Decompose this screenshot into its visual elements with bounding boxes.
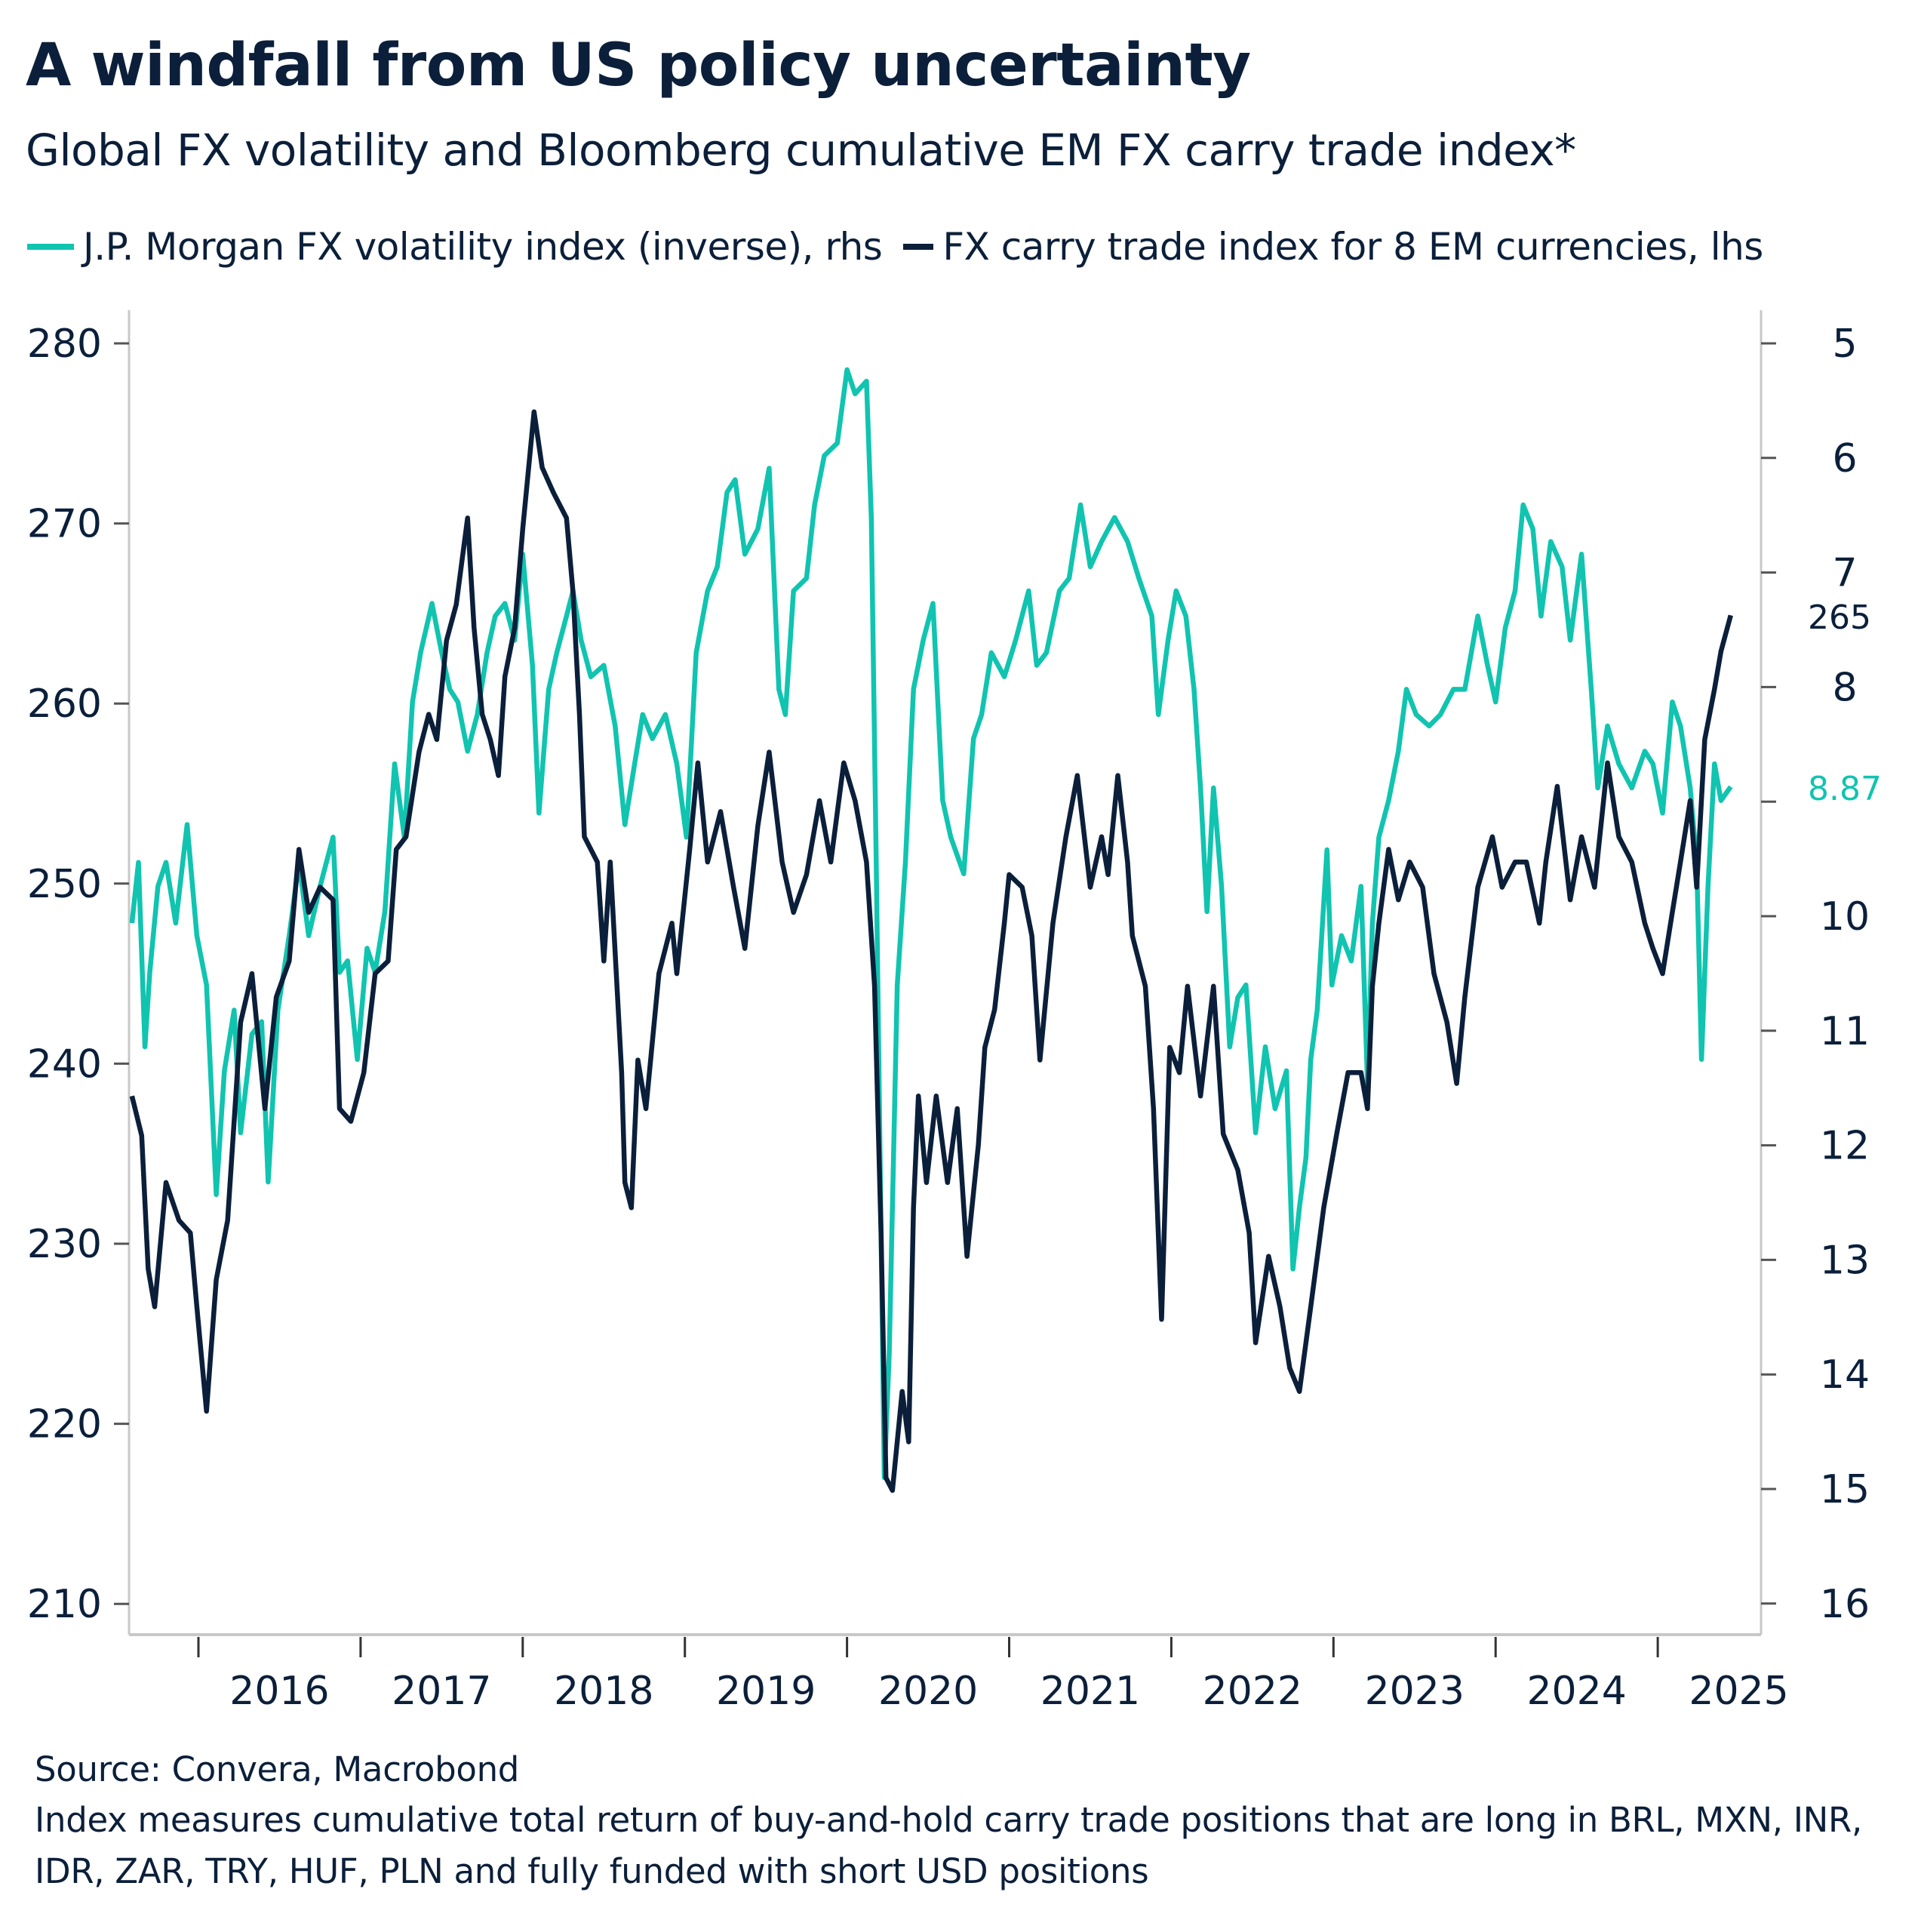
right-tick-label: 16 [1820,1582,1870,1627]
right-tick-label: 10 [1820,894,1870,940]
right-tick-label: 13 [1820,1238,1870,1283]
right-tick-label: 7 [1832,551,1857,596]
legend-label: J.P. Morgan FX volatility index (inverse… [83,225,883,269]
right-tick-label: 15 [1820,1467,1870,1512]
x-tick-label: 2023 [1365,1669,1465,1714]
left-tick-label: 230 [27,1222,102,1267]
end-label-background [1803,589,1879,634]
x-tick-label: 2021 [1040,1669,1140,1714]
right-tick-label: 6 [1832,436,1857,481]
legend-item-fx-volatility: J.P. Morgan FX volatility index (inverse… [27,225,883,269]
x-tick-label: 2025 [1689,1669,1788,1714]
left-tick-label: 240 [27,1041,102,1087]
left-tick-label: 210 [27,1582,102,1627]
x-tick-label: 2016 [229,1669,329,1714]
right-tick-label: 11 [1820,1009,1870,1054]
right-tick-label: 14 [1820,1352,1870,1398]
fx-volatility-line [129,367,1733,1481]
left-tick-label: 220 [27,1402,102,1447]
right-tick-label: 8 [1832,665,1857,710]
left-tick-label: 270 [27,502,102,547]
footnote-line-2: IDR, ZAR, TRY, HUF, PLN and fully funded… [35,1851,1149,1891]
legend-swatch-teal-line [27,244,74,250]
legend-item-carry-index: FX carry trade index for 8 EM currencies… [903,225,1763,269]
carry-index-end-label: 265 [1808,598,1871,637]
x-tick-label: 2017 [392,1669,491,1714]
x-tick-label: 2022 [1203,1669,1302,1714]
chart-title: A windfall from US policy uncertainty [26,32,1251,100]
left-tick-label: 260 [27,681,102,727]
left-tick-label: 250 [27,862,102,907]
source-note: Source: Convera, Macrobond [35,1749,520,1789]
legend-label: FX carry trade index for 8 EM currencies… [942,225,1763,269]
x-tick-label: 2019 [716,1669,816,1714]
volatility-end-label: 8.87 [1808,770,1882,808]
chart-subtitle: Global FX volatility and Bloomberg cumul… [26,125,1576,176]
right-tick-label: 5 [1832,321,1857,367]
left-tick-label: 280 [27,321,102,367]
carry-trade-index-line [129,409,1733,1494]
x-tick-label: 2018 [554,1669,653,1714]
legend: J.P. Morgan FX volatility index (inverse… [27,225,1784,269]
right-tick-label: 12 [1820,1124,1870,1169]
x-tick-label: 2020 [878,1669,978,1714]
legend-swatch-navy-line [903,244,934,250]
x-tick-label: 2024 [1526,1669,1626,1714]
footnote-line-1: Index measures cumulative total return o… [35,1800,1863,1840]
